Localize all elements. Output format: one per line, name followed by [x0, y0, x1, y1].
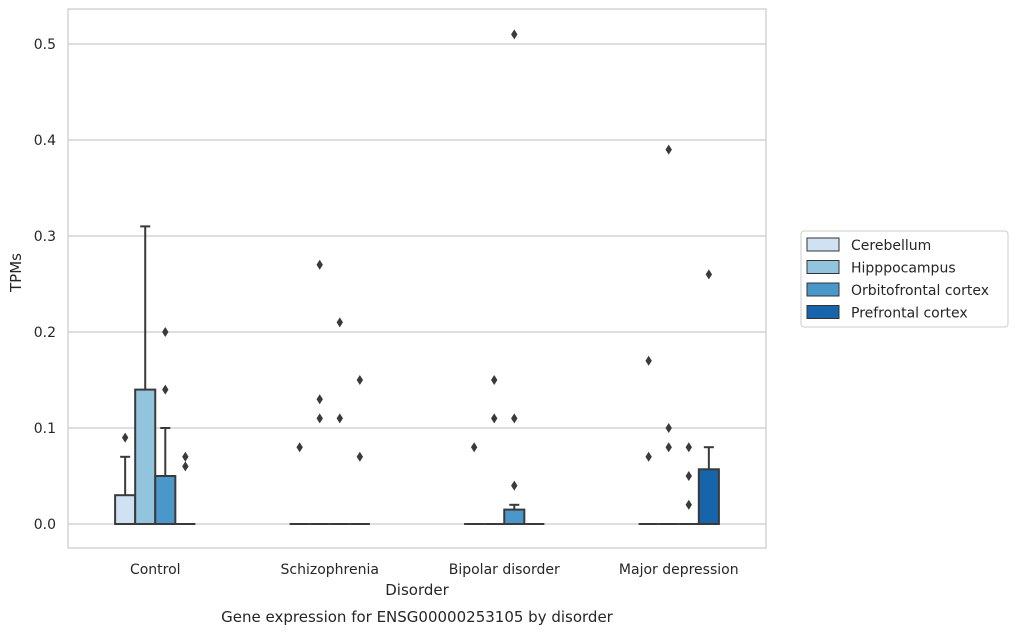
box-hipppocampus	[309, 259, 330, 525]
legend-label: Hipppocampus	[851, 261, 956, 277]
outlier-point	[511, 480, 518, 491]
legend-label: Prefrontal cortex	[851, 306, 968, 322]
box-orbitofrontal-cortex	[678, 442, 699, 525]
legend-label: Cerebellum	[851, 238, 931, 254]
box-cerebellum	[638, 355, 659, 525]
y-tick-label: 0.4	[34, 133, 56, 149]
legend-swatch	[806, 305, 840, 319]
box-cerebellum	[464, 442, 485, 525]
box-body	[154, 475, 177, 525]
outlier-point	[665, 423, 672, 433]
y-axis-ticks: 0.0 0.1 0.2 0.3 0.4 0.5	[34, 37, 56, 533]
outlier-point	[316, 259, 323, 270]
outlier-point	[511, 29, 518, 40]
outlier-point	[336, 413, 343, 424]
box-orbitofrontal-cortex	[154, 327, 177, 525]
x-tick-label: Bipolar disorder	[449, 562, 560, 578]
legend-box	[800, 230, 1009, 328]
x-tick-label: Schizophrenia	[281, 562, 379, 578]
box-body	[134, 388, 157, 525]
x-tick-label: Control	[130, 562, 181, 578]
x-tick-label: Major depression	[619, 562, 739, 578]
box-body	[697, 468, 720, 525]
y-tick-label: 0.0	[34, 517, 56, 533]
outlier-point	[162, 327, 169, 337]
outlier-point	[121, 432, 129, 443]
outlier-point	[316, 394, 323, 405]
box-orbitofrontal-cortex	[503, 29, 526, 526]
outlier-point	[665, 442, 672, 453]
box-cerebellum	[289, 442, 310, 525]
outlier-point	[685, 499, 692, 510]
outlier-point	[491, 413, 498, 424]
chart-caption: Gene expression for ENSG00000253105 by d…	[221, 608, 614, 626]
outlier-point	[316, 413, 323, 424]
outlier-point	[685, 442, 692, 453]
legend-swatch	[806, 237, 840, 252]
box-series-group	[114, 29, 720, 526]
box-prefrontal-cortex	[175, 451, 196, 525]
box-hipppocampus	[484, 375, 505, 525]
outlier-point	[356, 451, 364, 462]
outlier-point	[296, 442, 303, 453]
outlier-point	[182, 461, 189, 472]
y-tick-label: 0.2	[34, 325, 56, 341]
y-tick-label: 0.3	[34, 229, 56, 245]
legend-swatch	[806, 282, 840, 297]
box-body	[114, 494, 137, 526]
outlier-point	[645, 355, 652, 366]
x-axis-ticks: Control Schizophrenia Bipolar disorder Majo…	[130, 562, 739, 578]
outlier-point	[645, 451, 652, 462]
outlier-point	[511, 413, 518, 424]
y-tick-label: 0.1	[34, 421, 56, 437]
box-hipppocampus	[658, 144, 679, 525]
outlier-point	[705, 269, 713, 280]
box-prefrontal-cortex	[349, 375, 370, 525]
outlier-point	[665, 144, 672, 155]
x-axis-title: Disorder	[385, 581, 449, 599]
box-prefrontal-cortex	[697, 269, 720, 525]
box-body	[503, 508, 526, 526]
plot-frame	[67, 8, 767, 549]
outlier-point	[336, 317, 343, 328]
outlier-point	[356, 375, 364, 385]
legend-swatch	[806, 260, 840, 274]
outlier-point	[182, 451, 189, 462]
legend: Cerebellum Hipppocampus Orbitofrontal cort…	[800, 230, 1009, 328]
outlier-point	[470, 442, 478, 453]
box-orbitofrontal-cortex	[329, 317, 350, 525]
y-axis-title: TPMs	[7, 253, 25, 293]
box-hipppocampus	[134, 225, 157, 525]
outlier-point	[162, 384, 169, 395]
y-tick-label: 0.5	[34, 37, 56, 53]
outlier-point	[685, 471, 692, 481]
box-cerebellum	[114, 432, 137, 526]
outlier-point	[491, 375, 498, 385]
legend-label: Orbitofrontal cortex	[851, 283, 989, 299]
